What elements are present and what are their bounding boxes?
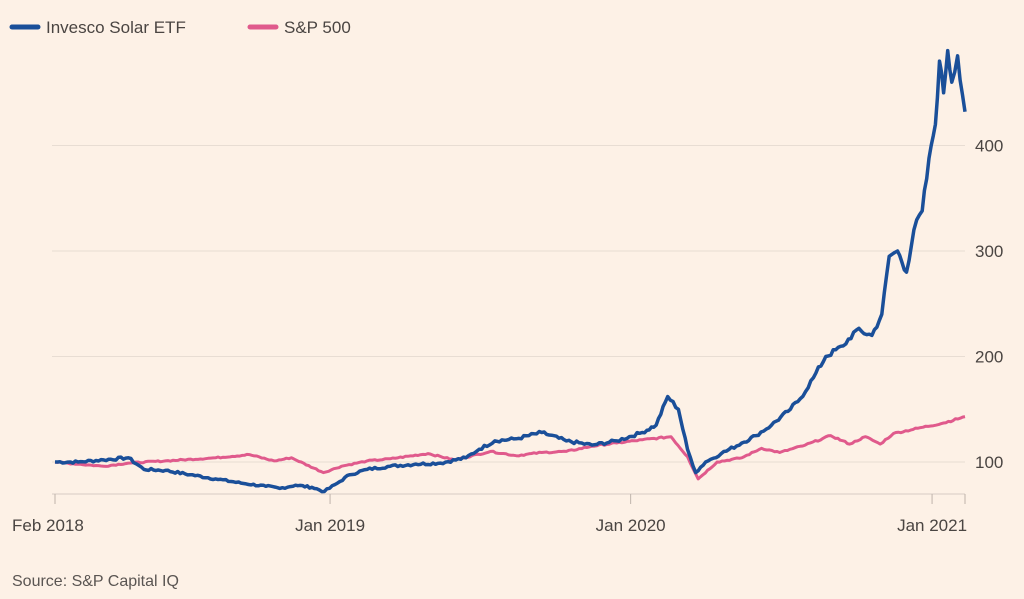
y-tick-label-300: 300 (975, 242, 1003, 261)
series-line-invesco (55, 48, 967, 494)
y-tick-label-200: 200 (975, 348, 1003, 367)
y-gridlines (52, 145, 965, 463)
x-tick-label-1: Jan 2019 (295, 516, 365, 535)
x-tick-label-0: Feb 2018 (12, 516, 84, 535)
legend: Invesco Solar ETF S&P 500 (9, 18, 351, 37)
x-axis: Feb 2018 Jan 2019 Jan 2020 Jan 2021 (12, 493, 967, 535)
x-tick-label-3: Jan 2021 (897, 516, 967, 535)
source-note: Source: S&P Capital IQ (12, 573, 179, 590)
legend-label-invesco: Invesco Solar ETF (46, 18, 186, 37)
series-line-sp500 (54, 415, 966, 481)
x-tick-label-2: Jan 2020 (596, 516, 666, 535)
y-axis: 100 200 300 400 (975, 137, 1003, 473)
y-tick-label-400: 400 (975, 137, 1003, 156)
y-tick-label-100: 100 (975, 453, 1003, 472)
series-lines (54, 48, 967, 494)
legend-label-sp500: S&P 500 (284, 18, 351, 37)
